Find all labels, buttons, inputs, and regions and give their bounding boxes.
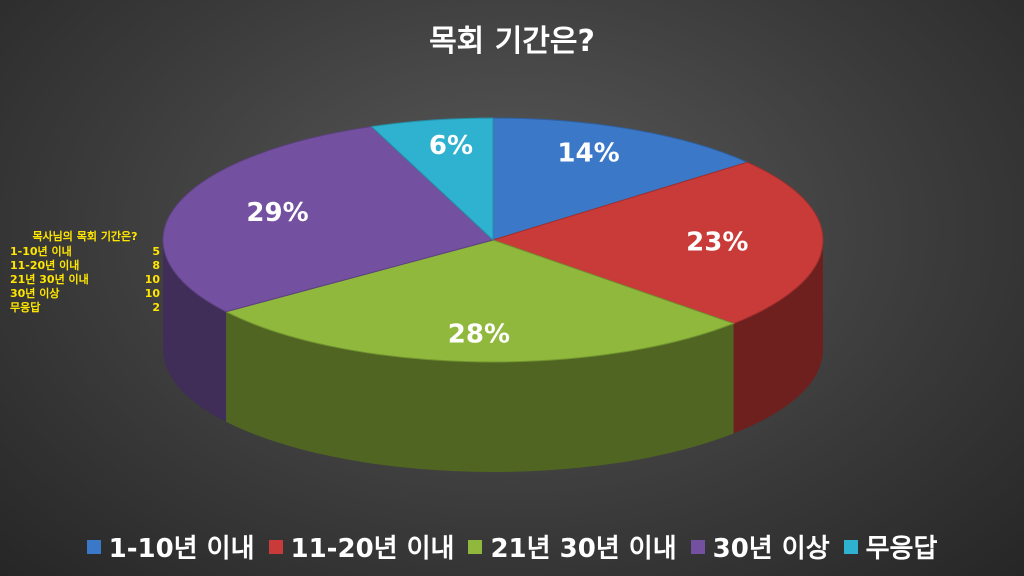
data-label: 28% xyxy=(448,319,510,349)
legend-label: 1-10년 이내 xyxy=(108,534,255,564)
legend-swatch xyxy=(843,539,858,554)
legend-item: 1-10년 이내 xyxy=(86,528,255,565)
legend-swatch xyxy=(468,539,483,554)
slice xyxy=(491,161,824,325)
data-label: 6% xyxy=(429,131,473,161)
row-label: 21년 30년 이내 xyxy=(10,273,89,286)
table-row: 11-20년 이내 8 xyxy=(10,259,160,273)
row-value: 10 xyxy=(144,273,160,286)
slice xyxy=(224,239,736,363)
slice xyxy=(492,117,749,241)
row-value: 8 xyxy=(152,259,160,272)
legend-item: 무응답 xyxy=(843,528,938,565)
data-label: 23% xyxy=(686,227,748,257)
row-label: 11-20년 이내 xyxy=(10,259,80,272)
legend-label: 30년 이상 xyxy=(712,534,830,564)
legend-label: 무응답 xyxy=(865,534,938,564)
legend-item: 30년 이상 xyxy=(690,528,830,565)
row-label: 무응답 xyxy=(10,301,41,314)
slice-side xyxy=(226,311,734,472)
slice-side xyxy=(163,240,227,422)
row-label: 1-10년 이내 xyxy=(10,245,72,258)
row-value: 10 xyxy=(144,287,160,300)
slice-side xyxy=(733,240,823,434)
legend-item: 11-20년 이내 xyxy=(268,528,455,565)
table-row: 1-10년 이내 5 xyxy=(10,245,160,259)
data-table: 목사님의 목회 기간은? 1-10년 이내 5 11-20년 이내 8 21년 30년 … xyxy=(10,230,160,315)
slice xyxy=(370,117,494,242)
legend-label: 21년 30년 이내 xyxy=(490,534,677,564)
row-value: 5 xyxy=(152,245,160,258)
legend-swatch xyxy=(690,539,705,554)
legend-label: 11-20년 이내 xyxy=(290,534,455,564)
data-label: 14% xyxy=(557,138,619,168)
table-row: 무응답 2 xyxy=(10,301,160,315)
legend-swatch xyxy=(86,539,101,554)
table-title: 목사님의 목회 기간은? xyxy=(32,230,138,243)
table-row: 30년 이상 10 xyxy=(10,287,160,301)
slice xyxy=(162,126,494,313)
chart-title: 목회 기간은? xyxy=(429,24,595,59)
row-label: 30년 이상 xyxy=(10,287,60,300)
data-label: 29% xyxy=(246,198,308,228)
row-value: 2 xyxy=(152,301,160,314)
legend: 1-10년 이내 11-20년 이내 21년 30년 이내 30년 이상 무응답 xyxy=(0,528,1024,565)
legend-swatch xyxy=(268,539,283,554)
legend-item: 21년 30년 이내 xyxy=(468,528,677,565)
table-row: 21년 30년 이내 10 xyxy=(10,273,160,287)
